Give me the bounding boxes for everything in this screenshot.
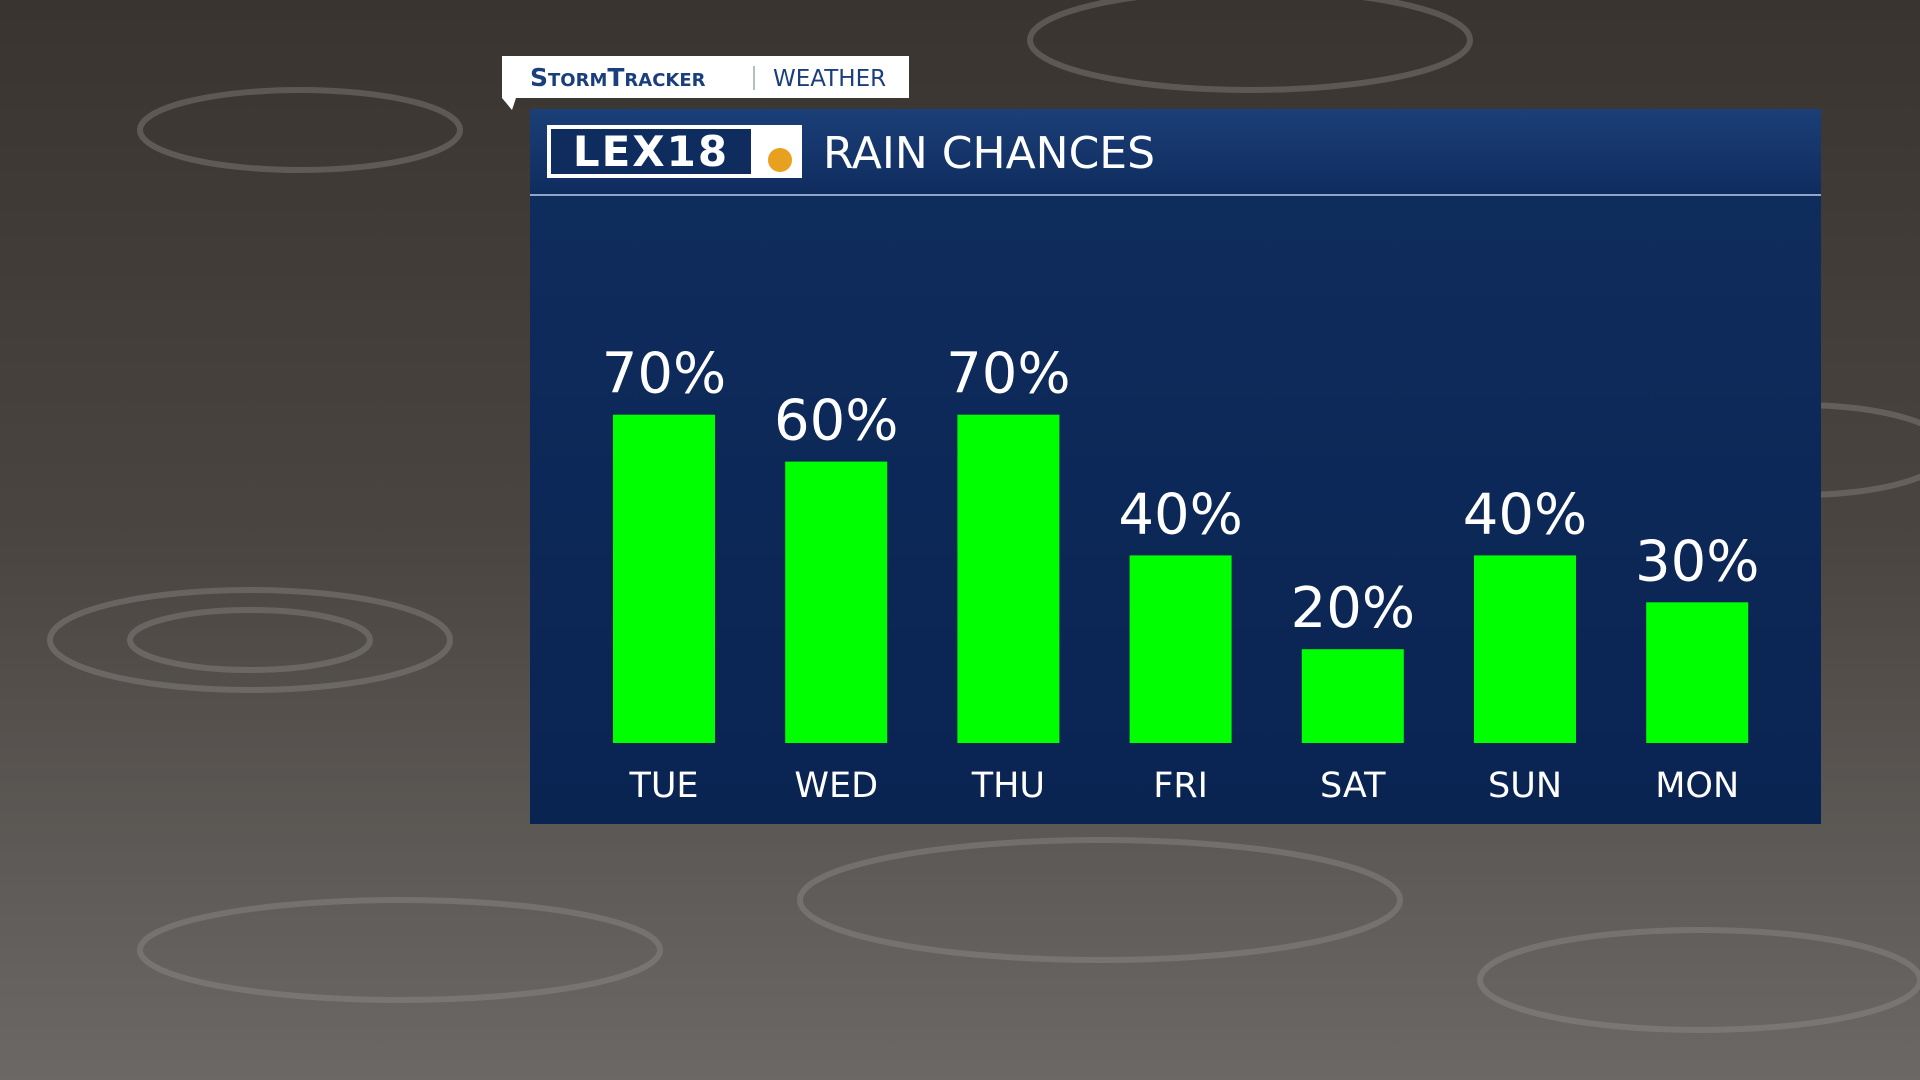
logo-peacock <box>768 148 792 172</box>
value-label: 40% <box>1118 482 1242 547</box>
bar <box>1129 555 1232 743</box>
chart-title: RAIN CHANCES <box>823 128 1155 179</box>
value-label: 70% <box>602 342 726 407</box>
value-label: 30% <box>1635 529 1759 594</box>
section: WEATHER <box>773 66 886 92</box>
x-tick-label: SUN <box>1488 766 1562 806</box>
value-label: 40% <box>1463 482 1587 547</box>
tab <box>502 56 909 110</box>
logo-text: LEX18 <box>573 127 729 176</box>
value-label: 70% <box>946 342 1070 407</box>
x-tick-label: MON <box>1655 766 1739 806</box>
plot: 70% TUE 60% WED 70% THU 40% FRI 20% SAT 40% SUN 30% M… <box>602 342 1760 806</box>
x-tick-label: TUE <box>628 766 698 806</box>
x-tick-label: WED <box>794 766 878 806</box>
x-tick-label: FRI <box>1153 766 1208 806</box>
bar <box>1474 555 1576 743</box>
bar <box>785 461 888 743</box>
logo-inner <box>551 129 751 174</box>
bar <box>1301 649 1404 743</box>
brand: StormTracker <box>530 63 706 92</box>
bar <box>1646 602 1749 743</box>
bar <box>613 414 715 743</box>
x-tick-label: SAT <box>1320 766 1386 806</box>
x-tick-label: THU <box>971 766 1045 806</box>
bar <box>957 414 1060 743</box>
value-label: 60% <box>774 389 898 454</box>
value-label: 20% <box>1291 576 1415 641</box>
